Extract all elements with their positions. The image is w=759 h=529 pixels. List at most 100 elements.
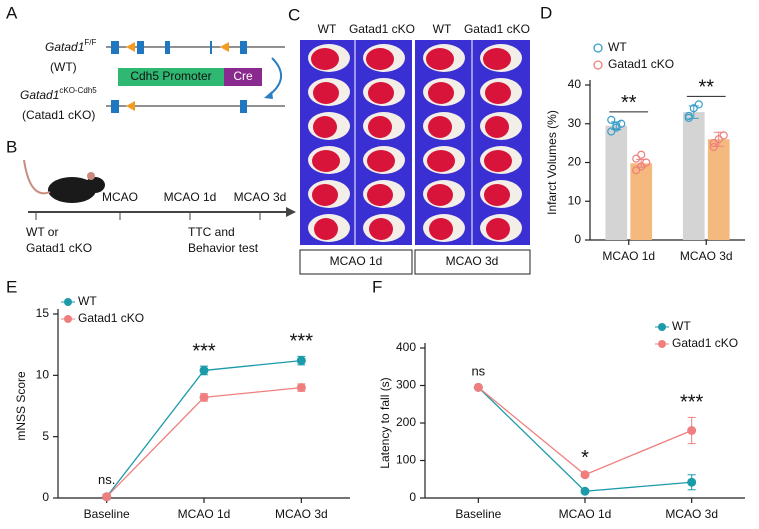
annotation: *** bbox=[290, 331, 314, 353]
legend-marker bbox=[658, 323, 666, 331]
exon bbox=[240, 41, 247, 54]
data-point bbox=[694, 100, 703, 109]
data-point bbox=[709, 139, 718, 148]
infarct bbox=[485, 116, 509, 138]
x-tick-label: MCAO 1d bbox=[178, 507, 231, 521]
arrowhead bbox=[286, 207, 296, 217]
y-axis-label: mNSS Score bbox=[14, 371, 28, 441]
data-point bbox=[607, 127, 616, 136]
data-point bbox=[637, 150, 646, 159]
legend-label: WT bbox=[672, 319, 691, 333]
x-tick-label: Baseline bbox=[84, 507, 130, 521]
mouse-head bbox=[85, 177, 105, 193]
exon bbox=[240, 100, 247, 113]
test-label: Behavior test bbox=[188, 241, 259, 255]
data-point bbox=[642, 158, 651, 167]
x-tick-label: MCAO 1d bbox=[559, 507, 612, 521]
y-axis-label: Infarct Volumes (%) bbox=[545, 110, 559, 215]
data-point bbox=[689, 104, 698, 113]
exon bbox=[111, 41, 119, 54]
x-tick-label: MCAO 3d bbox=[665, 507, 718, 521]
panel-label: C bbox=[288, 5, 300, 24]
infarct bbox=[313, 82, 339, 104]
infarct bbox=[366, 48, 394, 70]
exon bbox=[210, 41, 212, 54]
step: MCAO 1d bbox=[164, 190, 217, 204]
data-point bbox=[580, 486, 590, 496]
data-point bbox=[296, 383, 306, 393]
column-label: Gatad1 cKO bbox=[349, 22, 415, 36]
data-point bbox=[617, 119, 626, 128]
x-tick-label: MCAO 3d bbox=[275, 507, 328, 521]
legend-label: Gatad1 cKO bbox=[608, 57, 674, 71]
arrow-head bbox=[264, 91, 273, 99]
legend-label: Gatad1 cKO bbox=[78, 311, 144, 325]
series-line bbox=[106, 359, 302, 498]
gene-name: Gatad1 bbox=[20, 88, 59, 102]
data-point bbox=[199, 392, 209, 402]
genotype: (Catad1 cKO) bbox=[22, 108, 95, 122]
legend-label: WT bbox=[78, 294, 97, 308]
legend-label: WT bbox=[608, 40, 627, 54]
data-point bbox=[632, 154, 641, 163]
cre-label: Cre bbox=[233, 69, 253, 83]
mouse-tail bbox=[23, 159, 51, 195]
data-point bbox=[687, 426, 697, 435]
y-tick-label: 400 bbox=[396, 340, 416, 354]
data-point bbox=[296, 356, 306, 366]
infarct bbox=[369, 218, 393, 240]
infarct bbox=[485, 82, 511, 104]
y-tick-label: 100 bbox=[396, 453, 416, 467]
infarct bbox=[368, 116, 392, 138]
data-point bbox=[580, 470, 590, 480]
infarct bbox=[312, 150, 340, 172]
data-point bbox=[632, 166, 641, 175]
column-label: Gatad1 cKO bbox=[464, 22, 530, 36]
data-point bbox=[607, 115, 616, 124]
loxp bbox=[220, 42, 229, 52]
annotation: ** bbox=[698, 77, 714, 99]
infarct bbox=[486, 218, 510, 240]
y-tick-label: 5 bbox=[42, 429, 49, 443]
data-point bbox=[612, 121, 621, 130]
mouse-ear bbox=[87, 172, 95, 180]
annotation: * bbox=[581, 447, 589, 469]
y-tick-label: 10 bbox=[568, 193, 582, 207]
group-box bbox=[299, 249, 413, 275]
data-point bbox=[473, 382, 483, 392]
legend-marker bbox=[64, 298, 72, 306]
group-label: MCAO 1d bbox=[330, 254, 383, 268]
infarct bbox=[311, 48, 339, 70]
y-tick-label: 20 bbox=[568, 155, 582, 169]
gene-name: Gatad1 bbox=[45, 40, 84, 54]
data-point bbox=[102, 492, 112, 502]
loxp bbox=[126, 42, 135, 52]
y-tick-label: 40 bbox=[568, 77, 582, 91]
infarct bbox=[368, 82, 394, 104]
photo-panel bbox=[300, 40, 412, 245]
genotype: (WT) bbox=[50, 60, 77, 74]
exon bbox=[165, 41, 170, 54]
gene-label: Gatad1F/F bbox=[45, 38, 96, 54]
panel-label: F bbox=[372, 277, 382, 296]
x-tick-label: MCAO 1d bbox=[602, 249, 655, 263]
group-box bbox=[414, 249, 531, 275]
infarct bbox=[313, 116, 337, 138]
step: MCAO 3d bbox=[234, 190, 287, 204]
infarct bbox=[367, 184, 393, 206]
data-point bbox=[709, 142, 718, 152]
bar bbox=[605, 125, 628, 240]
y-tick-label: 0 bbox=[409, 490, 416, 504]
infarct bbox=[429, 218, 453, 240]
loxp bbox=[126, 101, 135, 111]
legend-marker bbox=[593, 60, 603, 70]
annotation: *** bbox=[192, 340, 216, 362]
gene-sup: F/F bbox=[84, 38, 96, 47]
legend-label: Gatad1 cKO bbox=[672, 336, 738, 350]
data-point bbox=[687, 477, 697, 487]
legend-marker bbox=[658, 340, 666, 348]
annotation: ** bbox=[621, 92, 637, 114]
group-label: Gatad1 cKO bbox=[26, 241, 92, 255]
panel-label: D bbox=[540, 3, 552, 22]
panel-label: B bbox=[6, 137, 17, 156]
